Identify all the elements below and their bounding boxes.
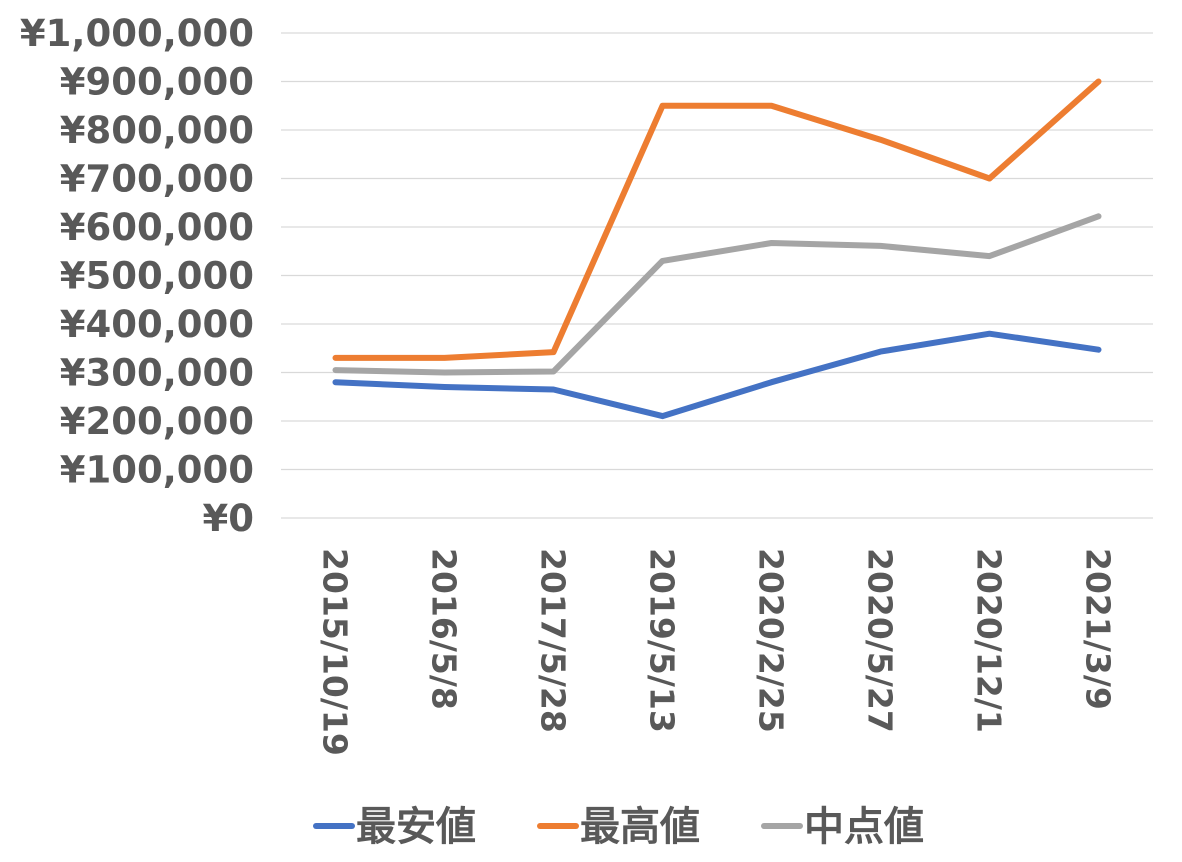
y-tick-label: ¥0 bbox=[203, 497, 255, 540]
series-line bbox=[332, 78, 1102, 361]
y-tick-label: ¥400,000 bbox=[60, 303, 254, 346]
y-tick-label: ¥900,000 bbox=[60, 61, 254, 104]
y-tick-label: ¥700,000 bbox=[60, 158, 254, 201]
x-axis-tick-labels: 2015/10/19 2016/5/8 2017/5/28 2019/5/13 2020… bbox=[316, 548, 1118, 756]
legend-label: 中点値 bbox=[804, 804, 924, 850]
x-tick-label: 2016/5/8 bbox=[425, 548, 464, 710]
series-line bbox=[332, 330, 1102, 420]
gridlines bbox=[281, 32, 1153, 519]
x-tick-label: 2017/5/28 bbox=[534, 548, 573, 733]
y-tick-label: ¥1,000,000 bbox=[20, 12, 254, 55]
y-tick-label: ¥300,000 bbox=[60, 352, 254, 395]
x-tick-label: 2019/5/13 bbox=[643, 548, 682, 733]
x-tick-label: 2021/3/9 bbox=[1079, 548, 1118, 710]
legend-label: 最安値 bbox=[356, 804, 476, 850]
series-lines bbox=[332, 78, 1102, 420]
y-tick-label: ¥500,000 bbox=[60, 255, 254, 298]
y-tick-label: ¥100,000 bbox=[60, 449, 254, 492]
x-tick-label: 2020/2/25 bbox=[752, 548, 791, 733]
y-tick-label: ¥800,000 bbox=[60, 109, 254, 152]
legend-label: 最高値 bbox=[580, 804, 700, 850]
series-line bbox=[332, 213, 1102, 376]
y-tick-label: ¥200,000 bbox=[60, 400, 254, 443]
x-tick-label: 2020/12/1 bbox=[970, 548, 1009, 733]
x-tick-label: 2015/10/19 bbox=[316, 548, 355, 756]
y-tick-label: ¥600,000 bbox=[60, 206, 254, 249]
x-tick-label: 2020/5/27 bbox=[861, 548, 900, 733]
y-axis-tick-labels: ¥0 ¥100,000 ¥200,000 ¥300,000 ¥400,000 ¥500,0… bbox=[20, 12, 254, 540]
legend: 最安値 最高値 中点値 bbox=[313, 804, 924, 850]
